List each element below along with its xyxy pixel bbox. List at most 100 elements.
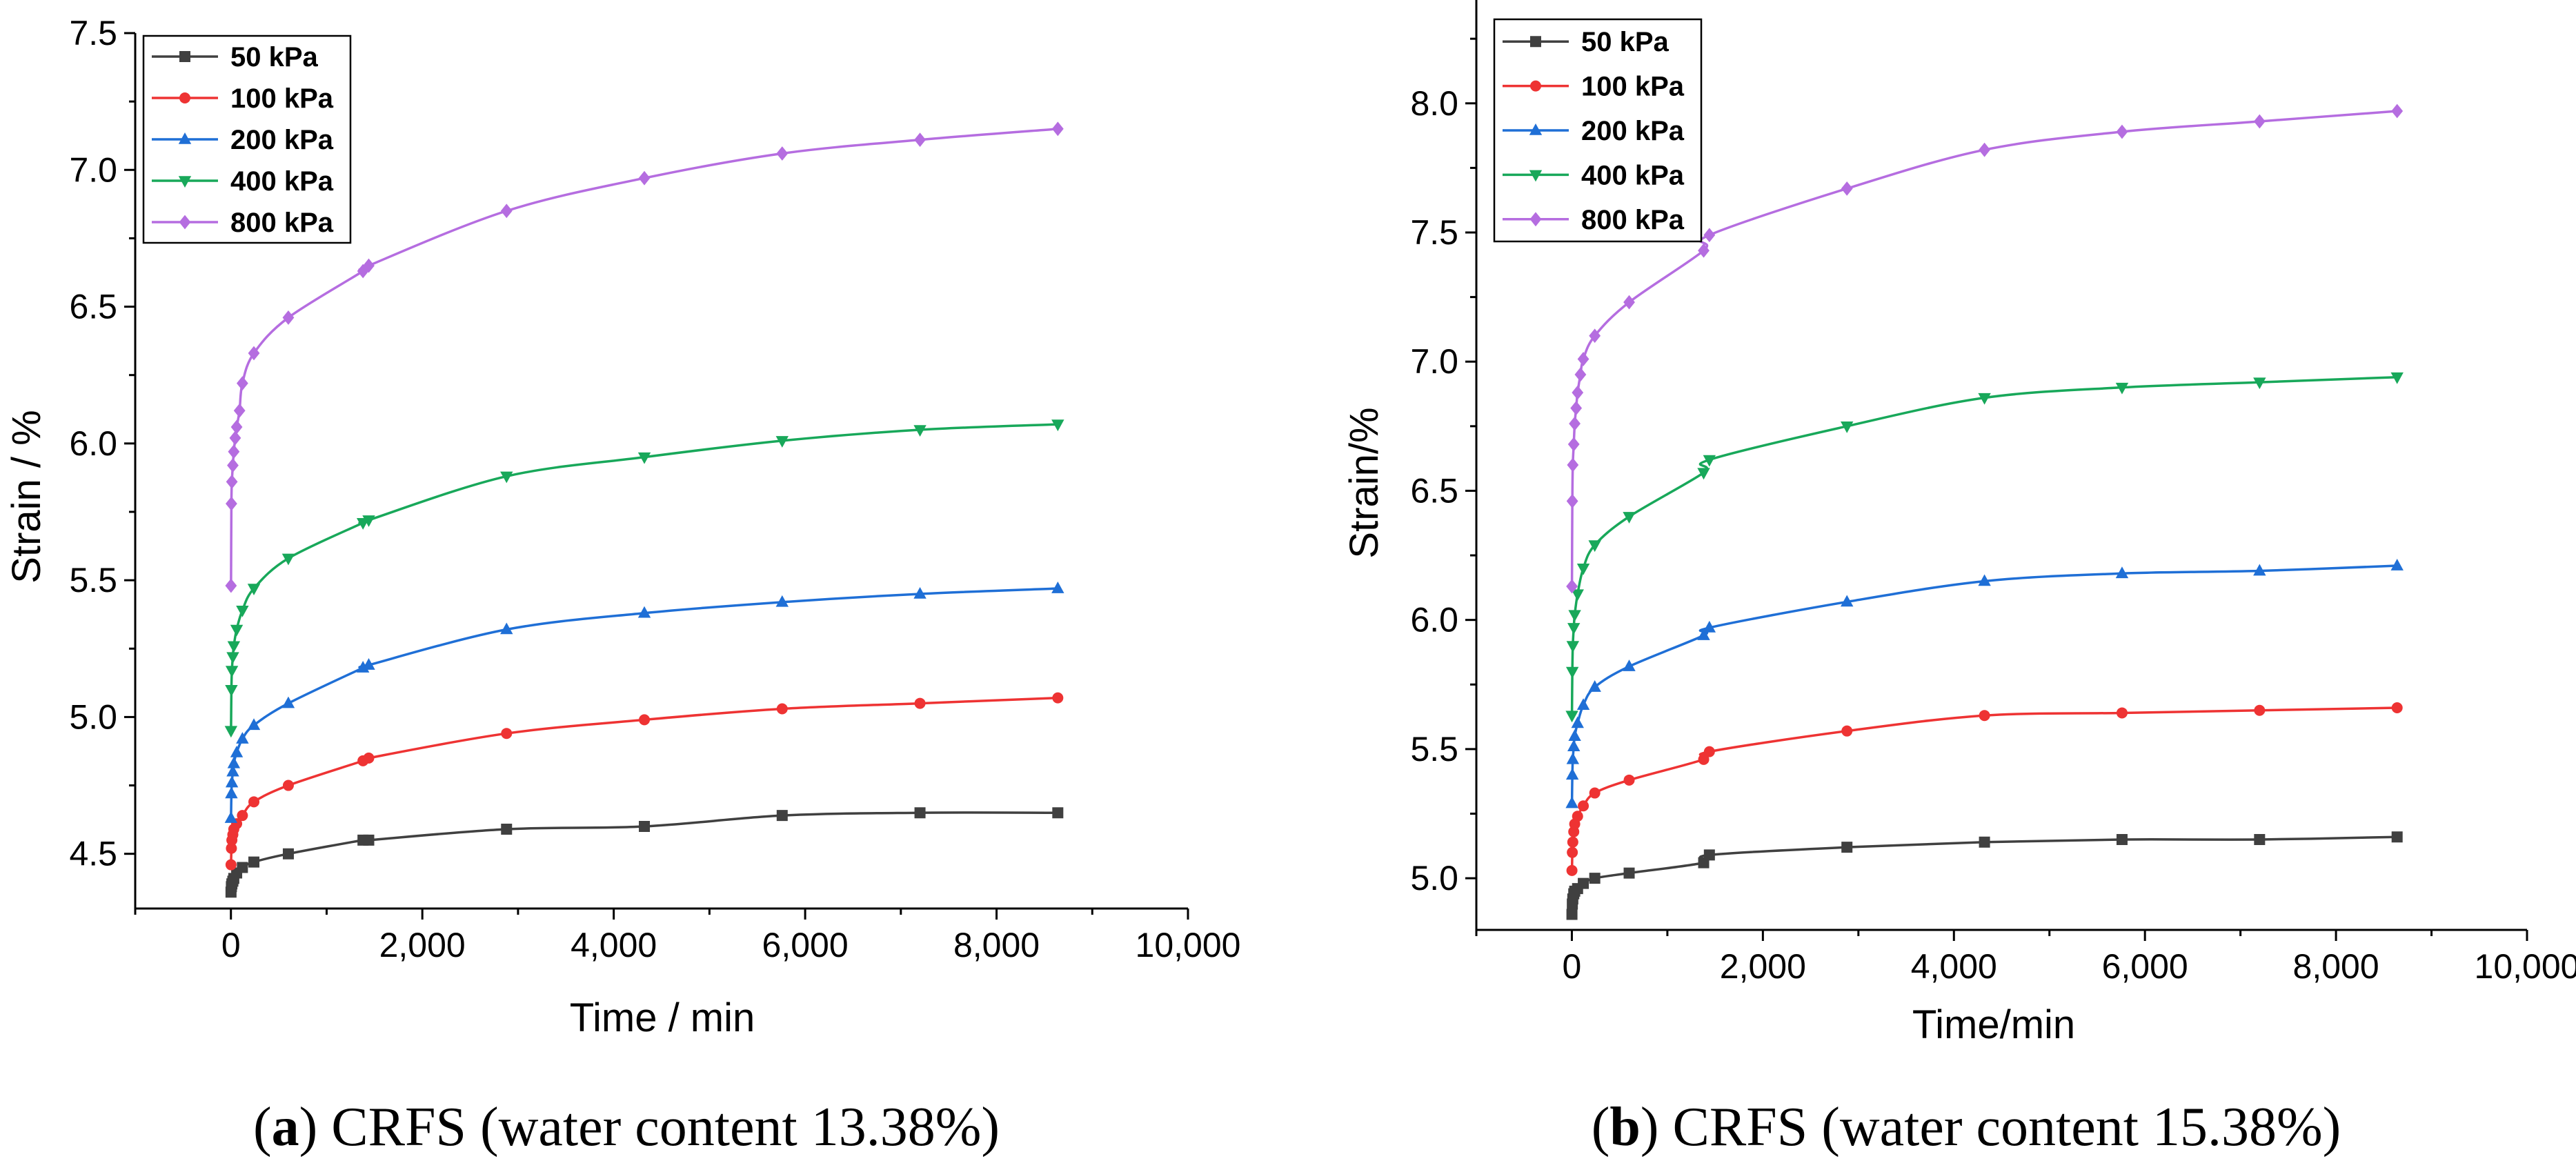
data-point xyxy=(1566,752,1580,764)
data-point xyxy=(1841,595,1854,607)
data-point xyxy=(501,728,513,740)
data-point xyxy=(230,624,244,637)
data-point xyxy=(637,606,651,618)
x-tick-label: 4,000 xyxy=(571,926,657,964)
legend-item: 800 kPa xyxy=(1503,205,1685,235)
data-point xyxy=(1052,692,1064,704)
legend-label: 200 kPa xyxy=(1581,116,1685,146)
data-point xyxy=(1565,711,1578,723)
data-point xyxy=(2116,707,2128,719)
legend-item: 200 kPa xyxy=(1503,116,1685,146)
y-tick-label: 7.5 xyxy=(1410,213,1458,252)
figure-caption: (a) CRFS (water content 13.38%) xyxy=(253,1097,1000,1158)
data-point xyxy=(1841,421,1854,433)
data-point xyxy=(227,641,241,653)
data-point xyxy=(1588,680,1601,692)
data-point xyxy=(247,584,261,596)
data-point xyxy=(224,726,238,738)
caption-paren-open: ( xyxy=(1592,1097,1610,1158)
legend-marker xyxy=(1530,36,1541,48)
data-point xyxy=(1571,589,1584,602)
legend-label: 400 kPa xyxy=(230,166,334,197)
x-tick-label: 4,000 xyxy=(1911,947,1997,986)
data-point xyxy=(226,652,239,664)
data-point xyxy=(1565,666,1579,679)
data-point xyxy=(229,430,241,446)
legend-marker xyxy=(1530,80,1541,92)
x-axis-title: Time/min xyxy=(1912,1002,2075,1047)
data-point xyxy=(500,471,513,484)
data-point xyxy=(2115,566,2129,579)
series-200-kpa xyxy=(1565,559,2404,808)
data-point xyxy=(1623,512,1636,524)
series-400-kpa xyxy=(1565,372,2404,723)
data-point xyxy=(500,204,513,219)
data-point xyxy=(1572,811,1583,822)
data-point xyxy=(639,714,651,726)
data-point xyxy=(1589,328,1601,344)
data-point xyxy=(1051,582,1064,593)
data-point xyxy=(1697,468,1710,480)
legend-item: 400 kPa xyxy=(152,166,334,197)
data-point xyxy=(2391,702,2403,713)
legend-marker xyxy=(178,132,192,144)
data-point xyxy=(1566,909,1578,920)
data-point xyxy=(1052,807,1064,819)
data-point xyxy=(226,842,237,854)
data-point xyxy=(776,810,788,822)
data-point xyxy=(776,146,789,161)
x-tick-label: 8,000 xyxy=(2293,947,2379,986)
data-point xyxy=(1567,846,1578,858)
data-point xyxy=(1697,628,1710,640)
data-point xyxy=(1570,401,1583,416)
data-point xyxy=(282,780,294,791)
data-point xyxy=(1567,836,1578,848)
data-point xyxy=(1841,181,1853,196)
data-point xyxy=(2116,124,2128,139)
y-tick-label: 7.0 xyxy=(1410,342,1458,381)
data-point xyxy=(281,553,295,566)
data-point xyxy=(230,745,244,757)
data-point xyxy=(1623,659,1636,671)
data-point xyxy=(236,376,248,390)
data-point xyxy=(1565,768,1579,780)
data-point xyxy=(1623,774,1635,786)
data-point xyxy=(1979,710,1990,722)
caption-label: b xyxy=(1609,1097,1641,1158)
caption-text: CRFS (water content 15.38%) xyxy=(1659,1097,2341,1158)
y-axis-title: Strain / % xyxy=(4,410,49,583)
data-point xyxy=(282,848,294,860)
y-tick-label: 7.5 xyxy=(69,14,117,52)
legend-label: 400 kPa xyxy=(1581,160,1685,190)
legend: 50 kPa 100 kPa 200 kPa 400 kPa 800 kPa xyxy=(1493,18,1703,243)
y-tick-label: 6.5 xyxy=(69,288,117,326)
data-point xyxy=(227,756,241,768)
data-point xyxy=(501,823,513,835)
data-point xyxy=(1979,142,1990,157)
data-point xyxy=(776,703,788,715)
data-point xyxy=(1698,753,1710,765)
data-point xyxy=(500,622,513,635)
data-point xyxy=(248,796,260,808)
data-point xyxy=(1577,352,1589,366)
data-point xyxy=(225,775,239,788)
figure-caption: (b) CRFS (water content 15.38%) xyxy=(1592,1097,2341,1158)
data-point xyxy=(225,786,238,799)
data-point xyxy=(2253,564,2266,576)
legend-item: 400 kPa xyxy=(1503,160,1685,190)
data-point xyxy=(2391,831,2403,843)
x-tick-label: 8,000 xyxy=(953,926,1040,964)
data-point xyxy=(247,718,261,731)
series-100-kpa xyxy=(225,692,1064,871)
y-tick-label: 5.0 xyxy=(69,697,117,736)
legend-marker xyxy=(1529,170,1543,182)
legend-label: 50 kPa xyxy=(230,42,319,72)
data-point xyxy=(226,496,237,511)
data-point xyxy=(1567,457,1579,473)
data-point xyxy=(639,821,651,833)
legend-marker xyxy=(1529,123,1543,135)
y-tick-label: 7.0 xyxy=(69,150,117,189)
series-line xyxy=(230,423,1058,731)
legend-label: 200 kPa xyxy=(230,125,334,155)
data-point xyxy=(1568,729,1581,741)
